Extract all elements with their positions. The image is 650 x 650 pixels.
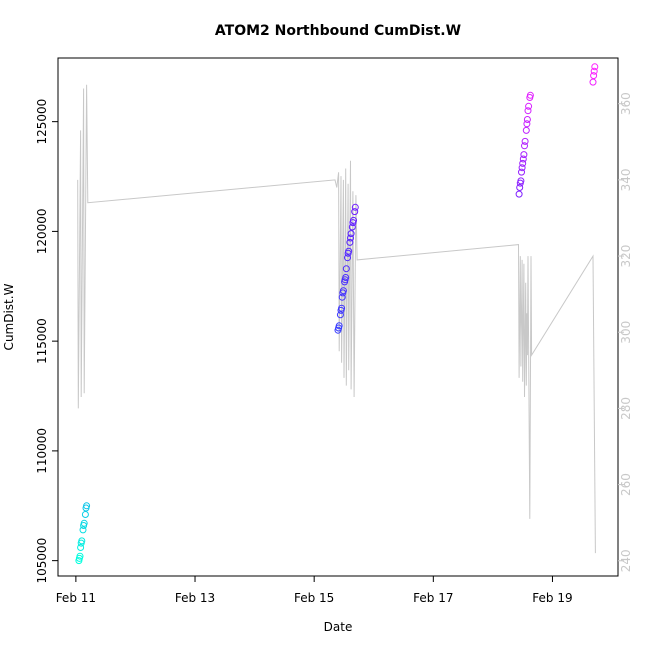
data-point <box>518 168 525 176</box>
data-point <box>523 120 531 128</box>
data-point <box>79 526 87 534</box>
data-point <box>518 164 526 172</box>
y2-tick-label: 280 <box>619 397 633 420</box>
data-point <box>348 223 356 231</box>
data-point <box>521 142 528 150</box>
x-tick-label: Feb 17 <box>413 591 453 605</box>
data-point <box>78 537 86 545</box>
data-point <box>515 190 523 198</box>
data-point <box>81 511 89 518</box>
data-point <box>347 234 354 242</box>
data-point <box>519 155 527 163</box>
chart-title: ATOM2 Northbound CumDist.W <box>215 23 461 39</box>
y-tick-label: 125000 <box>35 99 49 145</box>
data-point <box>351 208 359 216</box>
data-point <box>347 230 355 238</box>
data-point <box>76 552 84 560</box>
y-axis-label: CumDist.W <box>2 283 16 350</box>
data-point <box>591 63 599 71</box>
x-tick-label: Feb 11 <box>56 591 96 605</box>
point-series-layer <box>75 63 599 565</box>
x-tick-label: Feb 13 <box>175 591 215 605</box>
line-series-layer <box>77 84 596 554</box>
data-point <box>525 102 533 110</box>
y-axis-left: 105000 110000 115000 120000 125000 <box>35 99 58 584</box>
y-tick-label: 115000 <box>35 318 49 364</box>
y-axis-right: 240 260 280 300 320 340 360 <box>618 92 633 572</box>
data-point <box>342 265 350 273</box>
y2-tick-label: 300 <box>619 321 633 344</box>
plot-frame <box>57 57 619 577</box>
data-point <box>519 159 527 167</box>
y2-tick-label: 240 <box>619 549 633 572</box>
data-point <box>344 254 351 262</box>
data-point <box>336 311 344 319</box>
data-point <box>517 177 525 185</box>
data-point <box>589 78 597 86</box>
y2-tick-label: 260 <box>619 473 633 496</box>
y2-tick-label: 320 <box>619 245 633 268</box>
x-axis: Feb 11 Feb 13 Feb 15 Feb 17 Feb 19 <box>56 576 573 605</box>
data-point <box>83 502 91 510</box>
data-point <box>590 67 598 75</box>
data-point <box>346 238 354 246</box>
series-line-right <box>77 84 596 554</box>
y-tick-label: 105000 <box>35 538 49 584</box>
data-point <box>350 216 357 224</box>
data-point <box>345 247 353 255</box>
data-point <box>524 107 532 115</box>
y-tick-label: 110000 <box>35 428 49 474</box>
data-point <box>338 293 346 301</box>
data-point <box>77 544 85 551</box>
y2-tick-label: 340 <box>619 168 633 191</box>
data-point <box>526 91 534 99</box>
data-point <box>522 126 530 134</box>
data-point <box>342 274 350 281</box>
y-tick-label: 120000 <box>35 208 49 254</box>
x-tick-label: Feb 15 <box>294 591 334 605</box>
data-point <box>590 72 598 80</box>
data-point <box>520 151 528 159</box>
data-point <box>80 519 88 527</box>
data-point <box>339 287 347 295</box>
data-point <box>335 322 343 330</box>
data-point <box>516 184 524 191</box>
data-point <box>338 304 346 312</box>
data-point <box>523 116 531 123</box>
data-point <box>521 137 529 145</box>
x-tick-label: Feb 19 <box>532 591 572 605</box>
y2-tick-label: 360 <box>619 92 633 115</box>
data-point <box>351 203 359 211</box>
x-axis-label: Date <box>324 620 353 634</box>
